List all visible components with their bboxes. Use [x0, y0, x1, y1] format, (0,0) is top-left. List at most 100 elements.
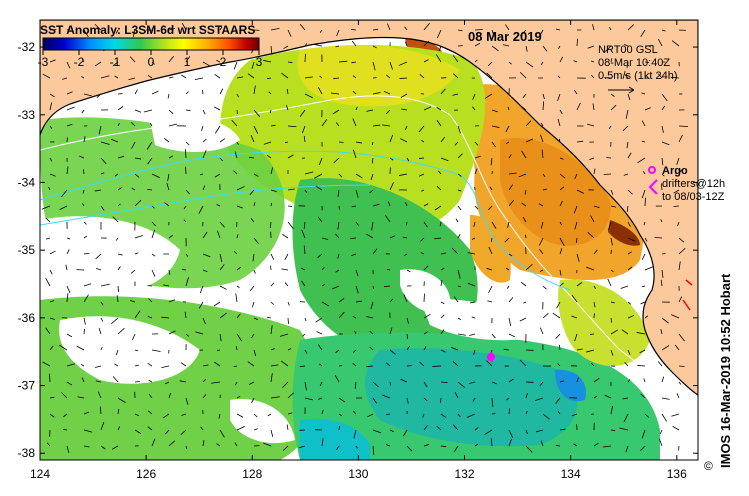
velocity-arrow — [202, 379, 207, 383]
velocity-arrow — [627, 315, 635, 319]
velocity-arrow — [388, 201, 391, 207]
velocity-arrow — [195, 331, 204, 335]
velocity-arrow — [202, 61, 210, 67]
velocity-arrow — [522, 216, 527, 223]
velocity-arrow — [519, 359, 527, 367]
velocity-arrow — [574, 173, 578, 180]
velocity-arrow — [66, 445, 70, 454]
velocity-arrow — [111, 317, 119, 324]
velocity-arrow — [253, 125, 259, 134]
velocity-arrow — [112, 376, 119, 383]
velocity-arrow — [452, 424, 459, 431]
velocity-arrow — [355, 285, 359, 294]
velocity-arrow — [438, 45, 442, 52]
velocity-arrow — [372, 203, 380, 207]
velocity-arrow — [525, 393, 528, 399]
velocity-arrow — [457, 189, 462, 192]
velocity-arrow — [661, 413, 667, 422]
velocity-arrow — [640, 445, 646, 451]
velocity-arrow — [457, 233, 461, 239]
velocity-arrow — [404, 253, 408, 256]
velocity-arrow — [134, 109, 142, 113]
argo-legend-line2: drifters@12h — [662, 178, 725, 190]
velocity-arrow — [219, 26, 223, 31]
velocity-arrow — [218, 413, 221, 419]
velocity-arrow — [81, 377, 85, 383]
velocity-arrow — [151, 61, 155, 65]
velocity-arrow — [199, 26, 204, 31]
velocity-arrow — [659, 429, 663, 435]
velocity-arrow — [336, 445, 340, 451]
velocity-arrow — [168, 234, 174, 239]
velocity-arrow — [372, 28, 379, 31]
velocity-arrow — [508, 438, 512, 447]
velocity-arrow — [168, 123, 178, 127]
velocity-arrow — [453, 296, 459, 303]
velocity-arrow — [214, 74, 221, 79]
velocity-arrow — [143, 109, 153, 113]
x-tick-label: 126 — [136, 467, 156, 481]
velocity-arrow — [214, 361, 221, 367]
velocity-arrow — [147, 316, 153, 319]
velocity-arrow — [367, 413, 374, 418]
velocity-arrow — [406, 445, 413, 452]
velocity-arrow — [610, 237, 613, 246]
velocity-arrow — [185, 277, 189, 287]
velocity-arrow — [148, 393, 153, 399]
velocity-arrow — [66, 363, 76, 367]
drifter-track — [490, 351, 493, 363]
velocity-arrow — [440, 329, 445, 335]
velocity-arrow — [236, 234, 239, 239]
velocity-arrow — [434, 237, 442, 240]
velocity-arrow — [185, 109, 191, 111]
velocity-arrow — [249, 285, 255, 291]
velocity-arrow — [214, 173, 221, 178]
velocity-arrow — [571, 413, 578, 417]
velocity-arrow — [304, 76, 313, 79]
velocity-arrow — [321, 301, 330, 307]
argo-legend-line3: to 08/03-12Z — [662, 191, 725, 203]
velocity-arrow — [558, 138, 561, 143]
velocity-arrow — [389, 134, 394, 143]
velocity-arrow — [555, 333, 561, 339]
velocity-arrow — [299, 365, 306, 368]
velocity-arrow — [181, 74, 187, 79]
velocity-arrow — [471, 237, 476, 240]
velocity-arrow — [660, 183, 663, 191]
velocity-arrow — [318, 157, 323, 166]
velocity-arrow — [404, 26, 408, 31]
velocity-arrow — [131, 187, 136, 191]
velocity-arrow — [627, 221, 631, 227]
velocity-arrow — [287, 301, 290, 306]
velocity-arrow — [280, 360, 289, 367]
velocity-arrow — [236, 333, 242, 342]
velocity-arrow — [161, 365, 170, 369]
velocity-arrow — [520, 281, 527, 287]
velocity-arrow — [49, 317, 55, 320]
velocity-arrow — [66, 333, 73, 338]
velocity-arrow — [542, 101, 545, 111]
velocity-arrow — [216, 443, 221, 447]
velocity-arrow — [503, 348, 510, 351]
velocity-arrow — [95, 267, 102, 271]
velocity-arrow — [352, 349, 357, 353]
velocity-arrow — [559, 109, 563, 115]
velocity-arrow — [285, 105, 289, 111]
velocity-arrow — [472, 397, 476, 402]
colorbar-tick-label: -1 — [110, 55, 121, 69]
velocity-arrow — [168, 109, 174, 115]
argo-legend-label: Argo — [662, 165, 688, 177]
velocity-arrow — [469, 381, 476, 384]
velocity-arrow — [337, 189, 340, 197]
velocity-arrow — [401, 108, 408, 111]
velocity-arrow — [440, 279, 443, 287]
velocity-arrow — [486, 267, 493, 271]
velocity-arrow — [355, 173, 363, 179]
velocity-arrow — [542, 413, 550, 420]
velocity-arrow — [436, 107, 442, 111]
colorbar-tick-label: 1 — [184, 55, 191, 69]
velocity-arrow — [672, 426, 680, 431]
velocity-arrow — [179, 380, 187, 383]
velocity-arrow — [661, 317, 669, 324]
velocity-arrow — [644, 315, 649, 319]
